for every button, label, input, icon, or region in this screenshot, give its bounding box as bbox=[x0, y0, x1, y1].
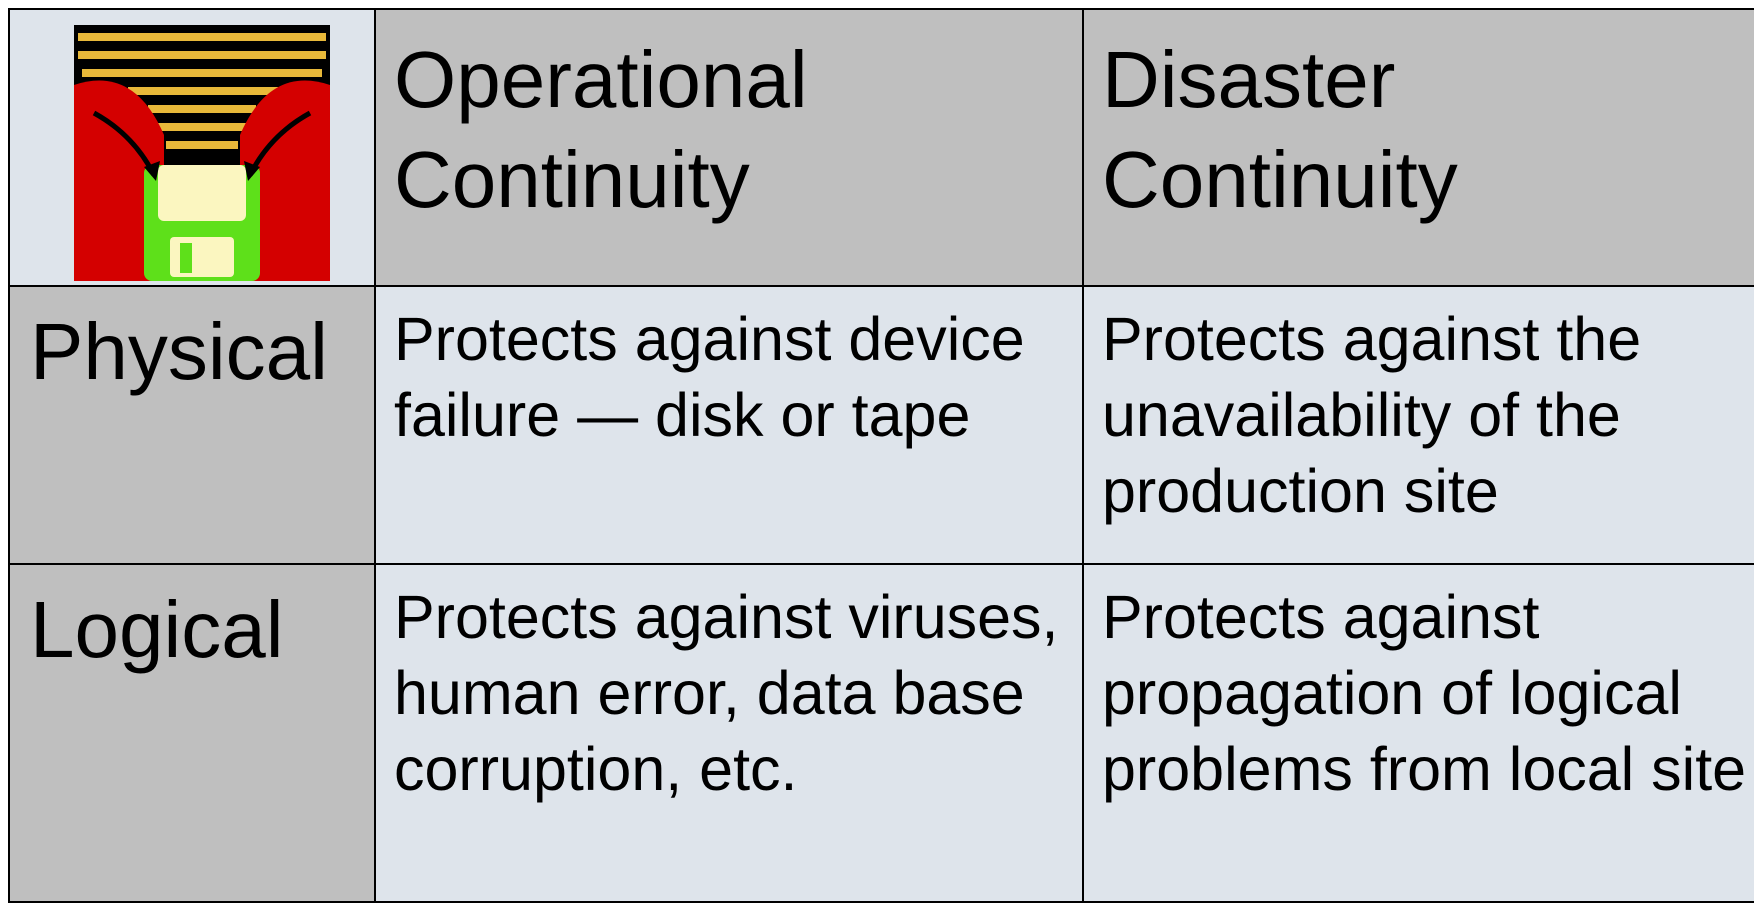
column-header: Operational Continuity bbox=[374, 8, 1084, 287]
table-cell: Protects against the unavailability of t… bbox=[1082, 285, 1754, 565]
table-cell: Protects against device failure — disk o… bbox=[374, 285, 1084, 565]
page: Operational Continuity Disaster Continui… bbox=[8, 8, 1754, 903]
column-header: Disaster Continuity bbox=[1082, 8, 1754, 287]
table-cell: Protects against propagation of logical … bbox=[1082, 563, 1754, 903]
row-label: Physical bbox=[8, 285, 376, 565]
floppy-icon bbox=[74, 25, 330, 281]
row-label: Logical bbox=[8, 563, 376, 903]
table-cell: Protects against viruses, human error, d… bbox=[374, 563, 1084, 903]
corner-cell bbox=[8, 8, 376, 287]
